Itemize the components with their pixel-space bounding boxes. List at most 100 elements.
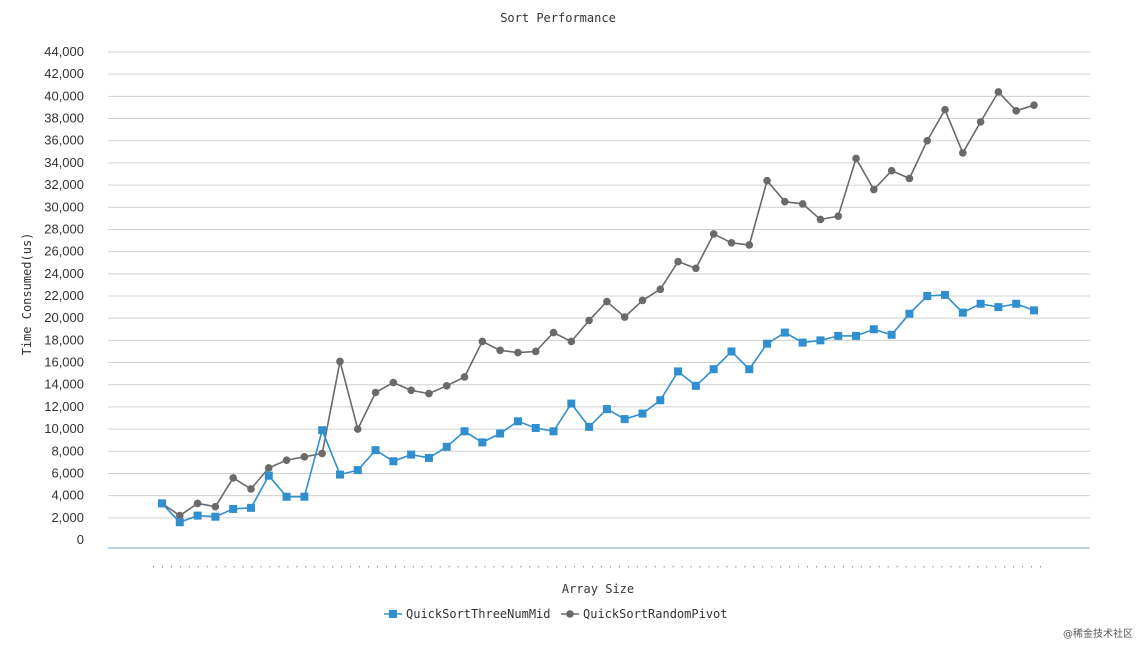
data-point	[531, 347, 540, 356]
y-tick-label: 42,000	[44, 66, 84, 81]
x-tick-mark	[520, 566, 522, 568]
data-point	[300, 453, 309, 461]
x-tick-mark	[896, 566, 898, 568]
data-point	[389, 378, 398, 387]
data-point	[353, 466, 362, 475]
y-tick-label: 10,000	[44, 421, 84, 436]
x-tick-mark	[663, 566, 665, 568]
series-line	[161, 90, 1035, 517]
x-tick-mark	[412, 566, 414, 568]
data-point	[318, 426, 327, 435]
x-tick-mark	[744, 566, 746, 568]
y-tick-label: 36,000	[44, 133, 84, 148]
x-tick-mark	[869, 566, 871, 568]
series-line	[161, 294, 1035, 524]
data-point	[531, 423, 540, 432]
y-tick-label: 16,000	[44, 355, 84, 370]
x-tick-mark	[1013, 566, 1015, 568]
y-tick-label: 22,000	[44, 288, 84, 303]
data-point	[816, 336, 825, 345]
x-tick-mark	[878, 566, 880, 568]
x-tick-mark	[672, 566, 674, 568]
data-point	[941, 105, 949, 114]
x-tick-mark	[430, 566, 432, 568]
data-point	[211, 512, 220, 521]
x-tick-mark	[914, 566, 916, 568]
y-tick-label: 34,000	[44, 155, 84, 170]
data-point	[923, 292, 932, 300]
x-tick-mark	[851, 566, 853, 568]
chart-title: Sort Performance	[500, 11, 616, 25]
data-point	[763, 339, 772, 348]
y-tick-label: 14,000	[44, 377, 84, 392]
data-point	[282, 492, 291, 501]
x-tick-mark	[502, 566, 504, 568]
data-point	[335, 470, 344, 479]
data-point	[603, 297, 611, 306]
data-point	[781, 197, 789, 206]
data-point	[745, 241, 754, 249]
data-point	[460, 373, 469, 381]
data-point	[264, 464, 273, 472]
x-tick-mark	[475, 566, 477, 568]
x-tick-mark	[421, 566, 423, 568]
x-tick-mark	[789, 566, 791, 568]
data-point	[1030, 101, 1038, 110]
x-tick-mark	[690, 566, 692, 568]
data-point	[887, 330, 896, 339]
x-tick-mark	[260, 566, 262, 568]
data-point	[656, 285, 665, 294]
y-tick-label: 30,000	[44, 199, 84, 214]
y-tick-label: 32,000	[44, 177, 84, 192]
x-tick-mark	[995, 566, 997, 568]
x-tick-mark	[717, 566, 719, 568]
data-point	[336, 357, 344, 366]
x-tick-mark	[905, 566, 907, 568]
x-tick-mark	[529, 566, 531, 568]
x-tick-mark	[932, 566, 934, 568]
legend-label: QuickSortRandomPivot	[583, 607, 728, 621]
x-tick-mark	[493, 566, 495, 568]
data-point	[852, 331, 861, 340]
series-group	[158, 88, 1038, 527]
x-tick-mark	[726, 566, 728, 568]
data-point	[674, 257, 682, 266]
x-tick-mark	[977, 566, 979, 568]
x-tick-mark	[735, 566, 737, 568]
y-tick-label: 8,000	[51, 443, 84, 458]
data-point	[211, 502, 220, 511]
x-tick-mark	[314, 566, 316, 568]
data-point	[745, 365, 754, 374]
x-tick-mark	[583, 566, 585, 568]
x-tick-mark	[833, 566, 835, 568]
data-point	[905, 309, 914, 318]
data-point	[852, 154, 860, 163]
data-point	[941, 290, 950, 299]
y-tick-label: 4,000	[51, 488, 84, 503]
data-point	[300, 492, 309, 501]
x-tick-mark	[699, 566, 701, 568]
data-point	[407, 386, 415, 395]
data-point	[958, 308, 967, 317]
x-tick-mark	[565, 566, 567, 568]
data-point	[496, 429, 505, 438]
x-tick-mark	[959, 566, 961, 568]
x-tick-mark	[323, 566, 325, 568]
data-point	[709, 230, 718, 238]
data-point	[656, 396, 665, 405]
x-tick-mark	[627, 566, 629, 568]
x-tick-mark	[968, 566, 970, 568]
x-tick-mark	[681, 566, 683, 568]
x-tick-mark	[645, 566, 647, 568]
data-point	[389, 457, 398, 466]
x-tick-mark	[771, 566, 773, 568]
x-tick-mark	[394, 566, 396, 568]
data-point	[514, 348, 522, 357]
x-tick-mark	[511, 566, 513, 568]
data-point	[1012, 106, 1021, 115]
x-tick-mark	[153, 566, 154, 568]
data-point	[691, 381, 700, 390]
y-tick-label: 2,000	[51, 510, 84, 525]
x-tick-mark	[242, 566, 244, 568]
x-tick-mark	[215, 566, 217, 568]
